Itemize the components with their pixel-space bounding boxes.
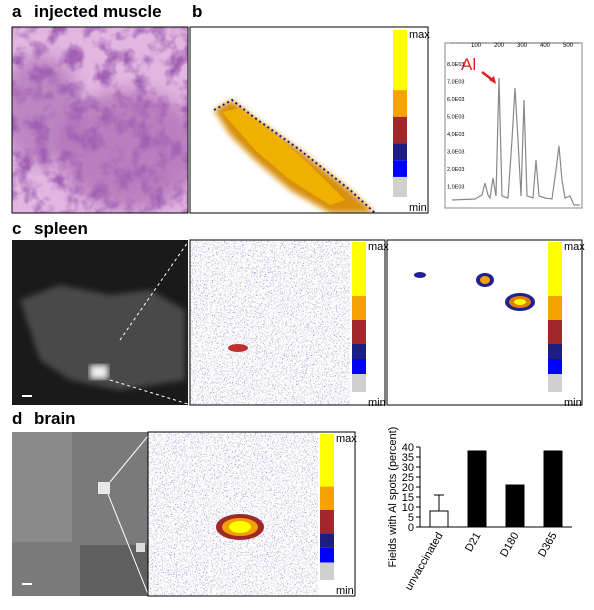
colorbar-segment xyxy=(352,359,366,374)
spectrum-x-tick: 500 xyxy=(563,43,574,49)
colorbar-max: max xyxy=(409,29,430,41)
panel-title: brain xyxy=(34,409,76,428)
spectrum-y-tick: 7,0E03 xyxy=(447,80,464,86)
y-tick-label: 10 xyxy=(402,502,414,514)
bar xyxy=(505,484,525,528)
colorbar-segment xyxy=(320,547,334,563)
colorbar-segment xyxy=(393,30,407,91)
mapping-image xyxy=(190,27,428,213)
panel-title: spleen xyxy=(34,219,88,238)
y-tick-label: 20 xyxy=(402,482,414,494)
x-tick-label: unvaccinated xyxy=(403,531,446,593)
spectrum-inset: Al xyxy=(444,42,583,209)
colorbar-segment xyxy=(548,359,562,374)
spectrum-y-tick: 4,0E03 xyxy=(447,132,464,138)
colorbar-segment xyxy=(352,344,366,359)
colorbar-segment xyxy=(548,344,562,359)
spectrum-y-tick: 1,0E03 xyxy=(447,185,464,191)
colorbar-min: min xyxy=(368,397,386,409)
colorbar-segment xyxy=(352,296,366,320)
spectrum-y-tick: 3,0E03 xyxy=(447,150,464,156)
colorbar-segment xyxy=(352,374,366,392)
colorbar-segment xyxy=(320,486,334,510)
y-tick-label: 35 xyxy=(402,452,414,464)
spectrum-x-tick: 400 xyxy=(540,43,551,49)
x-tick-label: D180 xyxy=(498,531,522,560)
spectrum-y-tick: 6,0E03 xyxy=(447,97,464,103)
brain-map-image xyxy=(147,431,356,597)
bar xyxy=(467,450,487,528)
colorbar-segment xyxy=(352,242,366,296)
colorbar-min: min xyxy=(336,585,354,597)
spectrum-y-tick: 2,0E03 xyxy=(447,167,464,173)
y-tick-label: 30 xyxy=(402,462,414,474)
y-tick-label: 15 xyxy=(402,492,414,504)
panel-letter: d xyxy=(12,409,22,428)
colorbar-max: max xyxy=(368,241,389,253)
spleen-image xyxy=(12,240,189,405)
peak-label: Al xyxy=(461,55,476,74)
bar xyxy=(429,510,449,528)
colorbar-min: min xyxy=(564,397,582,409)
y-tick-label: 40 xyxy=(402,442,414,454)
y-axis-label: Fields with Al spots (percent) xyxy=(387,427,399,568)
y-tick-label: 0 xyxy=(408,522,414,534)
colorbar-segment xyxy=(393,90,407,117)
colorbar-segment xyxy=(352,320,366,344)
colorbar-max: max xyxy=(336,433,357,445)
colorbar-min: min xyxy=(409,202,427,214)
brain-image xyxy=(12,432,149,596)
colorbar-segment xyxy=(320,509,334,534)
image-border xyxy=(11,26,189,214)
colorbar-segment xyxy=(393,176,407,197)
spectrum-x-tick: 300 xyxy=(517,43,528,49)
panel-letter: b xyxy=(192,2,202,21)
colorbar-segment xyxy=(393,116,407,144)
colorbar-segment xyxy=(548,320,562,344)
colorbar-segment xyxy=(548,242,562,296)
y-tick-label: 25 xyxy=(402,472,414,484)
y-tick-label: 5 xyxy=(408,512,414,524)
bar xyxy=(543,450,563,528)
image-border xyxy=(189,26,429,214)
colorbar-segment xyxy=(548,296,562,320)
colorbar-segment xyxy=(393,143,407,161)
histology-image xyxy=(12,27,188,213)
spectrum-y-tick: 8,0E03 xyxy=(447,62,464,68)
spectrum-y-tick: 5,0E03 xyxy=(447,115,464,121)
panel-title: injected muscle xyxy=(34,2,162,21)
panel-letter: c xyxy=(12,219,21,238)
colorbar-segment xyxy=(548,374,562,392)
colorbar-max: max xyxy=(564,241,585,253)
spectrum-x-tick: 100 xyxy=(471,43,482,49)
x-tick-label: D365 xyxy=(536,531,560,560)
x-tick-label: D21 xyxy=(463,531,483,554)
colorbar-segment xyxy=(320,533,334,548)
colorbar-segment xyxy=(393,160,407,177)
colorbar-segment xyxy=(320,562,334,580)
colorbar-segment xyxy=(320,434,334,487)
spectrum-x-tick: 200 xyxy=(494,43,505,49)
panel-letter: a xyxy=(12,2,22,21)
